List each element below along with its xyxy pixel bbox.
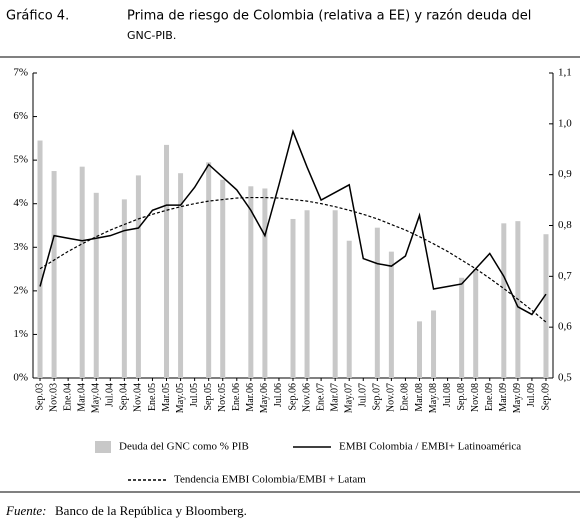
y-tick-label: 7% <box>13 67 28 79</box>
y-tick-label: 0% <box>13 372 28 384</box>
x-tick-label: Mar.07 <box>329 383 340 412</box>
bar <box>206 162 212 378</box>
x-tick-label: Sep.03 <box>34 383 45 411</box>
x-tick-label: Mar.05 <box>161 383 172 412</box>
bar <box>262 188 268 378</box>
bar <box>332 210 338 378</box>
bar <box>135 175 141 378</box>
x-tick-label: Sep.05 <box>203 383 214 411</box>
x-tick-label: Jul.08 <box>442 383 453 407</box>
y-tick-label: 4% <box>13 197 28 209</box>
x-tick-label: May.07 <box>344 383 355 413</box>
y2-tick-label: 0,9 <box>558 168 572 180</box>
bar <box>121 199 127 378</box>
x-tick-label: Jul.09 <box>526 383 537 407</box>
legend-label: EMBI Colombia / EMBI+ Latinoamérica <box>339 441 521 453</box>
x-tick-label: Mar.04 <box>76 383 87 412</box>
bar <box>431 310 437 378</box>
legend-label: Tendencia EMBI Colombia/EMBI + Latam <box>174 474 366 486</box>
bar <box>501 223 507 378</box>
y-tick-label: 6% <box>13 110 28 122</box>
x-tick-label: Ene.08 <box>400 383 411 411</box>
y-tick-label: 1% <box>13 328 28 340</box>
x-tick-label: Nov.04 <box>133 383 144 412</box>
x-tick-label: Sep.08 <box>456 383 467 411</box>
y-tick-label: 3% <box>13 241 28 253</box>
x-tick-label: May.08 <box>428 383 439 413</box>
x-tick-label: Mar.09 <box>498 383 509 412</box>
bar <box>220 179 226 378</box>
source-label: Fuente: <box>5 503 46 518</box>
bar <box>388 251 394 378</box>
bar <box>543 234 549 378</box>
bar <box>178 173 184 378</box>
bar <box>290 218 296 378</box>
bar <box>459 277 465 378</box>
y2-tick-label: 0,6 <box>558 321 572 333</box>
x-tick-label: Nov.05 <box>217 383 228 412</box>
x-tick-label: Mar.06 <box>245 383 256 412</box>
x-tick-label: Jul.06 <box>273 383 284 407</box>
x-tick-label: May.04 <box>91 383 102 413</box>
x-tick-label: Ene.04 <box>62 383 73 411</box>
x-tick-label: Ene.05 <box>147 383 158 411</box>
x-tick-label: May.09 <box>512 383 523 413</box>
x-tick-label: Nov.08 <box>470 383 481 412</box>
x-tick-label: Ene.09 <box>484 383 495 411</box>
y2-tick-label: 0,5 <box>558 372 572 384</box>
x-tick-label: Nov.06 <box>301 383 312 412</box>
bar <box>473 269 479 378</box>
x-tick-label: May.05 <box>175 383 186 413</box>
x-tick-label: Nov.03 <box>48 383 59 412</box>
x-tick-label: Jul.07 <box>358 383 369 407</box>
bar <box>93 192 99 378</box>
legend-label: Deuda del GNC como % PIB <box>119 441 249 453</box>
x-tick-label: Sep.04 <box>119 383 130 411</box>
bar <box>164 144 170 378</box>
x-tick-label: Sep.06 <box>287 383 298 411</box>
x-tick-label: May.06 <box>259 383 270 413</box>
bar <box>374 227 380 378</box>
x-tick-label: Sep.07 <box>372 383 383 411</box>
x-tick-label: Nov.07 <box>386 383 397 412</box>
chart-title: Prima de riesgo de Colombia (relativa a … <box>127 9 531 24</box>
bar <box>416 321 422 378</box>
bar <box>37 140 43 378</box>
y-tick-label: 2% <box>13 284 28 296</box>
y2-tick-label: 0,8 <box>558 219 572 231</box>
y2-tick-label: 1,1 <box>558 67 572 79</box>
bar <box>346 240 352 378</box>
bar <box>79 166 85 378</box>
x-tick-label: Sep.09 <box>540 383 551 411</box>
y2-tick-label: 0,7 <box>558 270 572 282</box>
x-tick-label: Jul.04 <box>105 383 116 407</box>
bar <box>304 210 310 378</box>
bar <box>248 186 254 378</box>
chart-title: GNC-PIB. <box>127 29 176 42</box>
y-tick-label: 5% <box>13 154 28 166</box>
source-text: Banco de la República y Bloomberg. <box>55 503 247 518</box>
x-tick-label: Ene.06 <box>231 383 242 411</box>
x-tick-label: Mar.08 <box>414 383 425 412</box>
figure-label: Gráfico 4. <box>6 9 69 24</box>
y2-tick-label: 1,0 <box>558 117 572 129</box>
legend-swatch <box>95 441 111 453</box>
bar <box>51 171 57 378</box>
line <box>39 129 547 316</box>
x-tick-label: Jul.05 <box>189 383 200 407</box>
x-tick-label: Ene.07 <box>315 383 326 411</box>
trend-line <box>39 196 547 323</box>
